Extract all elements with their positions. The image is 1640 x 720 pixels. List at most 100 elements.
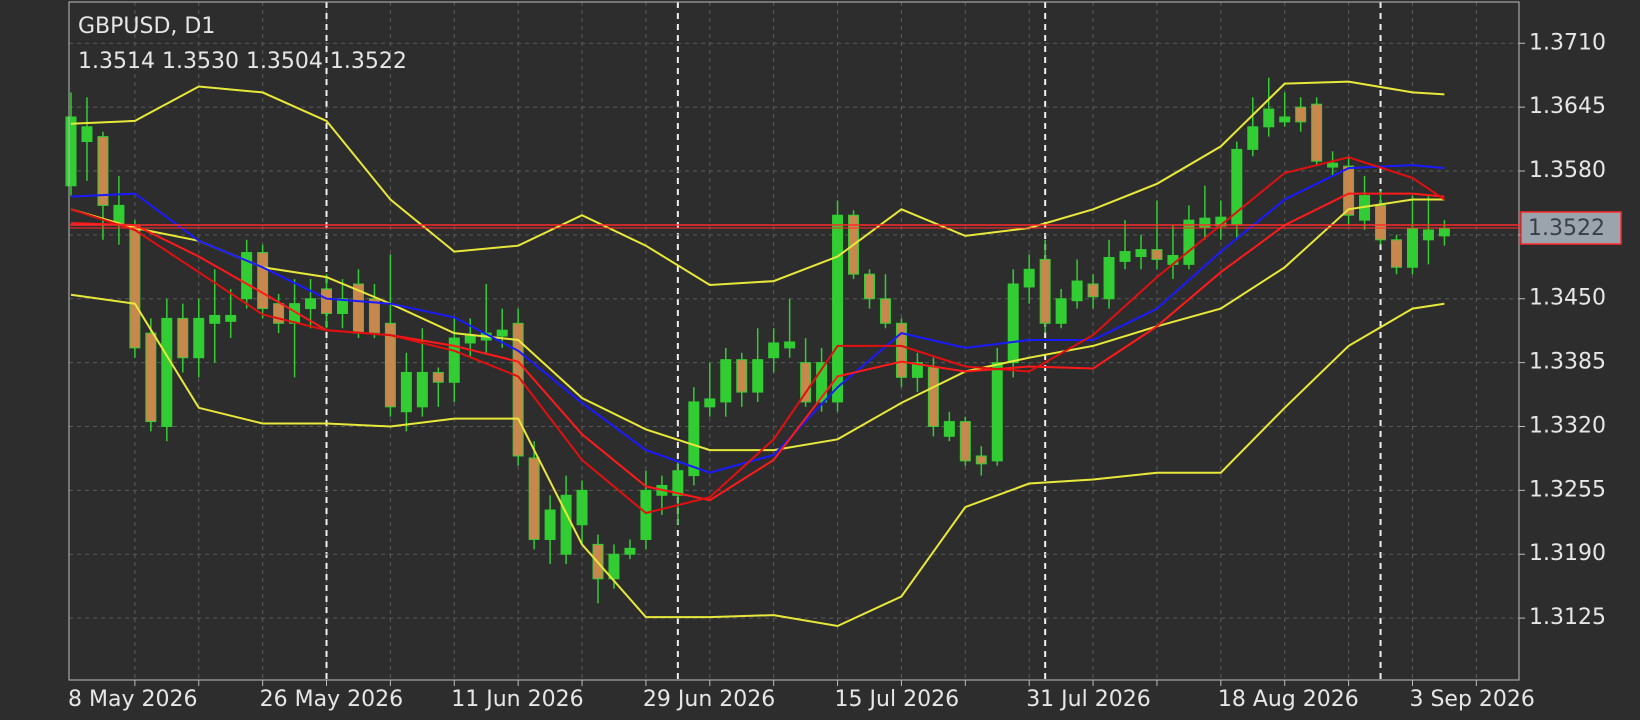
candle-body	[975, 455, 987, 465]
candle-body	[959, 421, 971, 462]
candle-body	[911, 362, 923, 378]
candle-body	[97, 136, 109, 206]
candle-body	[241, 252, 253, 300]
candle-body	[1135, 249, 1147, 257]
candle-body	[1023, 268, 1035, 288]
x-tick-label: 15 Jul 2026	[835, 687, 960, 712]
candle-body	[544, 509, 556, 540]
candle-body	[688, 401, 700, 477]
candle-body	[1391, 239, 1403, 268]
candle-body	[209, 314, 221, 324]
chart-title: GBPUSD, D1	[78, 14, 215, 39]
candle-body	[1119, 251, 1131, 262]
indicator-line	[70, 198, 1445, 452]
y-tick-label: 1.3190	[1529, 541, 1606, 566]
y-tick-label: 1.3450	[1529, 286, 1606, 311]
candle-body	[1295, 106, 1307, 123]
candle-body	[65, 116, 77, 187]
candle-body	[1055, 298, 1067, 324]
y-tick-label: 1.3255	[1529, 477, 1606, 502]
candle-body	[193, 317, 205, 359]
candle-body	[624, 547, 636, 555]
candle-body	[1311, 103, 1323, 162]
candle-body	[384, 322, 396, 408]
candle-body	[736, 359, 748, 393]
y-tick-label: 1.3385	[1529, 350, 1606, 375]
candle-body	[784, 341, 796, 349]
candle-body	[161, 317, 173, 427]
candle-body	[1422, 229, 1434, 241]
candle-body	[528, 457, 540, 540]
indicator-line	[70, 164, 1445, 474]
candle-body	[129, 224, 141, 349]
candle-body	[1438, 227, 1450, 237]
x-tick-label: 3 Sep 2026	[1409, 687, 1534, 712]
y-tick-label: 1.3320	[1529, 413, 1606, 438]
candle-body	[608, 553, 620, 580]
candle-body	[832, 214, 844, 403]
candle-body	[336, 298, 348, 314]
candle-body	[1343, 165, 1355, 216]
candle-body	[640, 489, 652, 540]
candle-body	[1039, 258, 1051, 324]
candle-body	[1375, 204, 1387, 241]
candle-body	[400, 371, 412, 413]
x-tick-label: 31 Jul 2026	[1026, 687, 1151, 712]
x-tick-label: 8 May 2026	[68, 687, 197, 712]
candle-body	[1279, 116, 1291, 123]
candle-body	[273, 303, 285, 324]
y-tick-label: 1.3580	[1529, 158, 1606, 183]
candle-body	[512, 322, 524, 457]
candle-body	[720, 359, 732, 403]
candle-body	[305, 298, 317, 310]
candle-body	[177, 317, 189, 359]
candle-body	[1183, 219, 1195, 265]
x-tick-label: 18 Aug 2026	[1218, 687, 1359, 712]
candle-body	[416, 371, 428, 408]
candle-body	[895, 322, 907, 378]
candle-body	[1071, 280, 1083, 302]
indicator-line	[70, 80, 1445, 287]
candle-body	[768, 342, 780, 359]
y-tick-label: 1.3645	[1529, 94, 1606, 119]
x-tick-label: 11 Jun 2026	[451, 687, 583, 712]
candle-body	[464, 334, 476, 344]
candle-body	[321, 288, 333, 314]
candle-body	[1103, 256, 1115, 300]
candle-body	[1327, 162, 1339, 168]
candle-body	[991, 362, 1003, 462]
candle-body	[368, 298, 380, 334]
candle-body	[225, 314, 237, 322]
candle-body	[864, 273, 875, 300]
candle-body	[672, 470, 684, 496]
y-tick-label: 1.3125	[1529, 605, 1606, 630]
bid-label: 1.3522	[1528, 216, 1605, 241]
indicator-line	[70, 156, 1445, 515]
candle-body	[432, 371, 444, 383]
indicator-line	[70, 192, 1445, 502]
candle-body	[496, 329, 508, 337]
candle-body	[816, 362, 828, 403]
candle-body	[704, 398, 716, 408]
candle-body	[1151, 249, 1163, 260]
candle-body	[943, 421, 955, 437]
candle-body	[1007, 283, 1019, 364]
candle-body	[145, 332, 157, 423]
candle-body	[257, 252, 269, 310]
candle-body	[1087, 283, 1099, 298]
plot-frame	[68, 1, 1520, 681]
x-tick-label: 26 May 2026	[260, 687, 403, 712]
candle-body	[800, 362, 812, 403]
candle-body	[1199, 217, 1211, 229]
bid-label-box	[1520, 211, 1622, 245]
candle-body	[1406, 227, 1418, 268]
candle-body	[576, 489, 588, 526]
grid	[69, 2, 1519, 686]
candle-body	[448, 337, 460, 383]
candle-body	[879, 298, 891, 324]
candle-body	[81, 126, 93, 143]
candle-body	[927, 367, 939, 427]
